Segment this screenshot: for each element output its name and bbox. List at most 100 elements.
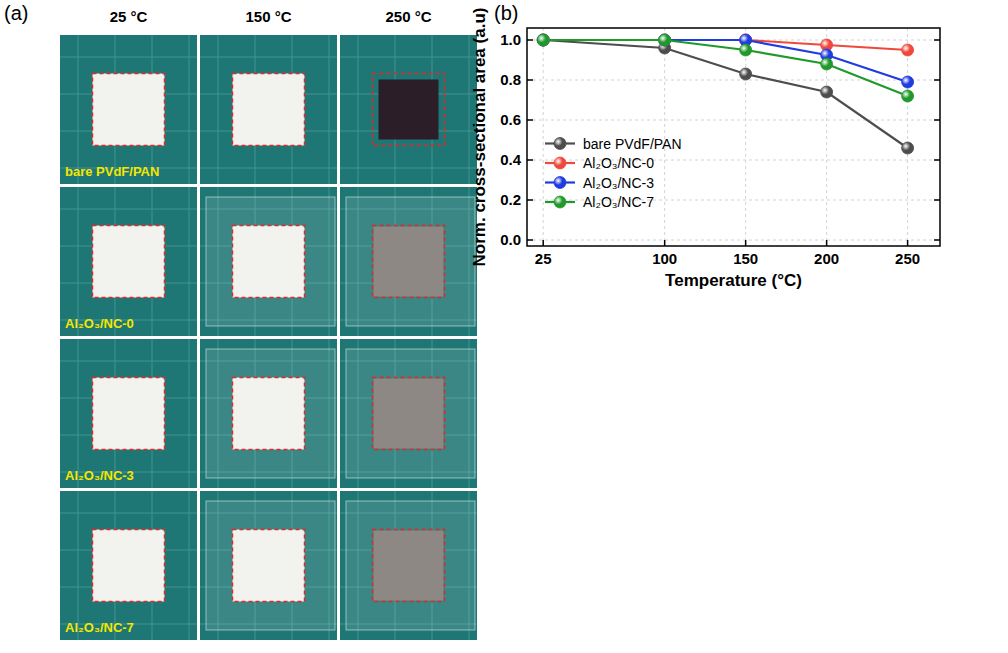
mat-grid — [60, 209, 197, 210]
tick — [527, 119, 533, 121]
original-outline — [233, 530, 305, 602]
legend-marker — [554, 157, 566, 169]
tick — [527, 39, 533, 41]
axis-title: Temperature (°C) — [665, 271, 802, 290]
legend: bare PVdF/PANAl₂O₃/NC-0Al₂O₃/NC-3Al₂O₃/N… — [545, 136, 682, 211]
mat-background — [340, 339, 477, 488]
photo-cell — [340, 187, 477, 336]
data-point — [537, 34, 549, 46]
mat-background — [200, 35, 337, 184]
tick-label: 150 — [733, 250, 758, 267]
separator-sample — [379, 80, 439, 140]
data-point — [740, 44, 752, 56]
legend-label: Al₂O₃/NC-7 — [583, 194, 654, 210]
tick — [907, 240, 909, 246]
original-outline — [373, 530, 445, 602]
column-heading: 25 °C — [110, 8, 148, 25]
separator-sample — [233, 226, 305, 298]
photo-cell — [200, 491, 337, 640]
photo-cell — [60, 187, 197, 336]
data-point — [902, 76, 914, 88]
tick-label: 0.8 — [500, 71, 521, 88]
separator-sample — [233, 74, 305, 146]
photo-cell — [200, 35, 337, 184]
data-point — [821, 86, 833, 98]
mat-grid — [60, 57, 197, 58]
tick-label: 0.0 — [500, 231, 521, 248]
tick-label: 200 — [814, 250, 839, 267]
grid-line — [907, 28, 908, 246]
original-outline — [373, 226, 445, 298]
legend-marker — [554, 177, 566, 189]
mat-background — [60, 187, 197, 336]
tick — [934, 239, 940, 241]
glass-slide — [346, 197, 475, 326]
mat-background — [60, 339, 197, 488]
sample-label: Al₂O₃/NC-0 — [65, 316, 134, 331]
photo-cell — [340, 339, 477, 488]
photo-cell — [340, 35, 477, 184]
tick — [664, 240, 666, 246]
original-outline — [93, 226, 165, 298]
separator-sample — [93, 74, 165, 146]
grid-line — [527, 120, 940, 121]
series-line — [543, 40, 907, 96]
tick — [527, 79, 533, 81]
legend-label: Al₂O₃/NC-0 — [583, 155, 654, 171]
data-point — [902, 44, 914, 56]
sample-label: Al₂O₃/NC-3 — [65, 468, 134, 483]
tick — [826, 240, 828, 246]
grid-line — [527, 80, 940, 81]
original-outline — [373, 378, 445, 450]
legend-marker — [554, 138, 566, 150]
original-outline — [93, 378, 165, 450]
figure: (a)25 °C150 °C250 °Cbare PVdF/PANAl₂O₃/N… — [0, 0, 1008, 653]
mat-grid — [60, 513, 197, 514]
mat-background — [200, 491, 337, 640]
data-point — [740, 68, 752, 80]
tick — [527, 239, 533, 241]
original-outline — [373, 74, 445, 146]
separator-sample — [233, 530, 305, 602]
original-outline — [233, 378, 305, 450]
tick-label: 0.2 — [500, 191, 521, 208]
axis-title: Norm. cross-sectional area (a.u) — [470, 8, 489, 267]
mat-grid — [340, 57, 477, 58]
original-outline — [93, 530, 165, 602]
glass-slide — [206, 197, 335, 326]
tick-label: 1.0 — [500, 31, 521, 48]
mat-grid — [200, 57, 337, 58]
legend-marker — [554, 196, 566, 208]
mat-background — [200, 187, 337, 336]
separator-sample — [374, 227, 444, 297]
panel-label: (a) — [4, 2, 28, 24]
tick-label: 250 — [895, 250, 920, 267]
panel-label: (b) — [494, 2, 518, 24]
tick — [527, 199, 533, 201]
tick-label: 0.4 — [500, 151, 522, 168]
data-point — [902, 90, 914, 102]
tick — [527, 159, 533, 161]
column-heading: 150 °C — [245, 8, 291, 25]
tick — [934, 159, 940, 161]
tick — [934, 199, 940, 201]
sample-label: bare PVdF/PAN — [65, 164, 159, 179]
photo-cell — [60, 35, 197, 184]
photo-cell — [60, 491, 197, 640]
grid-line — [543, 28, 544, 246]
mat-background — [340, 35, 477, 184]
tick — [934, 119, 940, 121]
data-point — [537, 34, 549, 46]
plot-area — [537, 34, 913, 154]
separator-sample — [233, 378, 305, 450]
original-outline — [233, 74, 305, 146]
plot-frame — [527, 28, 940, 246]
sample-label: Al₂O₃/NC-7 — [65, 620, 134, 635]
separator-sample — [374, 531, 444, 601]
mat-grid — [340, 168, 477, 169]
mat-grid — [60, 361, 197, 362]
photo-cell — [60, 339, 197, 488]
mat-background — [340, 491, 477, 640]
separator-sample — [93, 530, 165, 602]
mat-background — [60, 491, 197, 640]
